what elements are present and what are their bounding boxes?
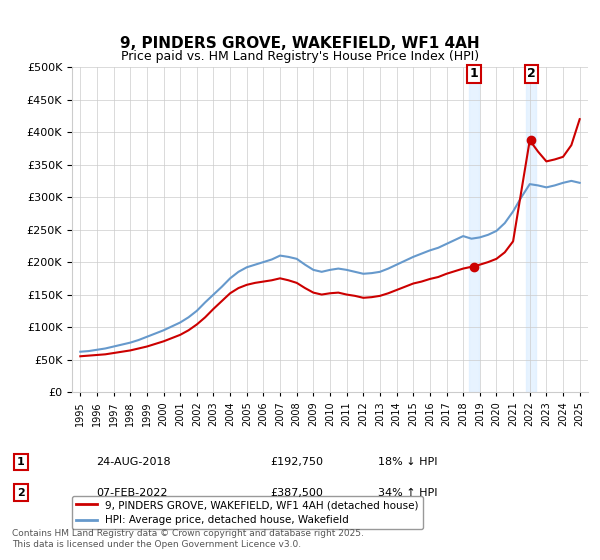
Text: £387,500: £387,500 [270, 488, 323, 498]
Text: Price paid vs. HM Land Registry's House Price Index (HPI): Price paid vs. HM Land Registry's House … [121, 50, 479, 63]
Legend: 9, PINDERS GROVE, WAKEFIELD, WF1 4AH (detached house), HPI: Average price, detac: 9, PINDERS GROVE, WAKEFIELD, WF1 4AH (de… [72, 496, 423, 529]
Text: £192,750: £192,750 [270, 457, 323, 467]
Text: 18% ↓ HPI: 18% ↓ HPI [378, 457, 437, 467]
Text: 2: 2 [527, 67, 536, 80]
Text: 9, PINDERS GROVE, WAKEFIELD, WF1 4AH: 9, PINDERS GROVE, WAKEFIELD, WF1 4AH [120, 36, 480, 52]
Bar [469, 67, 479, 392]
Text: 07-FEB-2022: 07-FEB-2022 [96, 488, 167, 498]
Text: 1: 1 [470, 67, 478, 80]
Text: 2: 2 [17, 488, 25, 498]
Text: 24-AUG-2018: 24-AUG-2018 [96, 457, 170, 467]
Text: 1: 1 [17, 457, 25, 467]
Text: Contains HM Land Registry data © Crown copyright and database right 2025.
This d: Contains HM Land Registry data © Crown c… [12, 529, 364, 549]
Text: 34% ↑ HPI: 34% ↑ HPI [378, 488, 437, 498]
Bar [526, 67, 536, 392]
